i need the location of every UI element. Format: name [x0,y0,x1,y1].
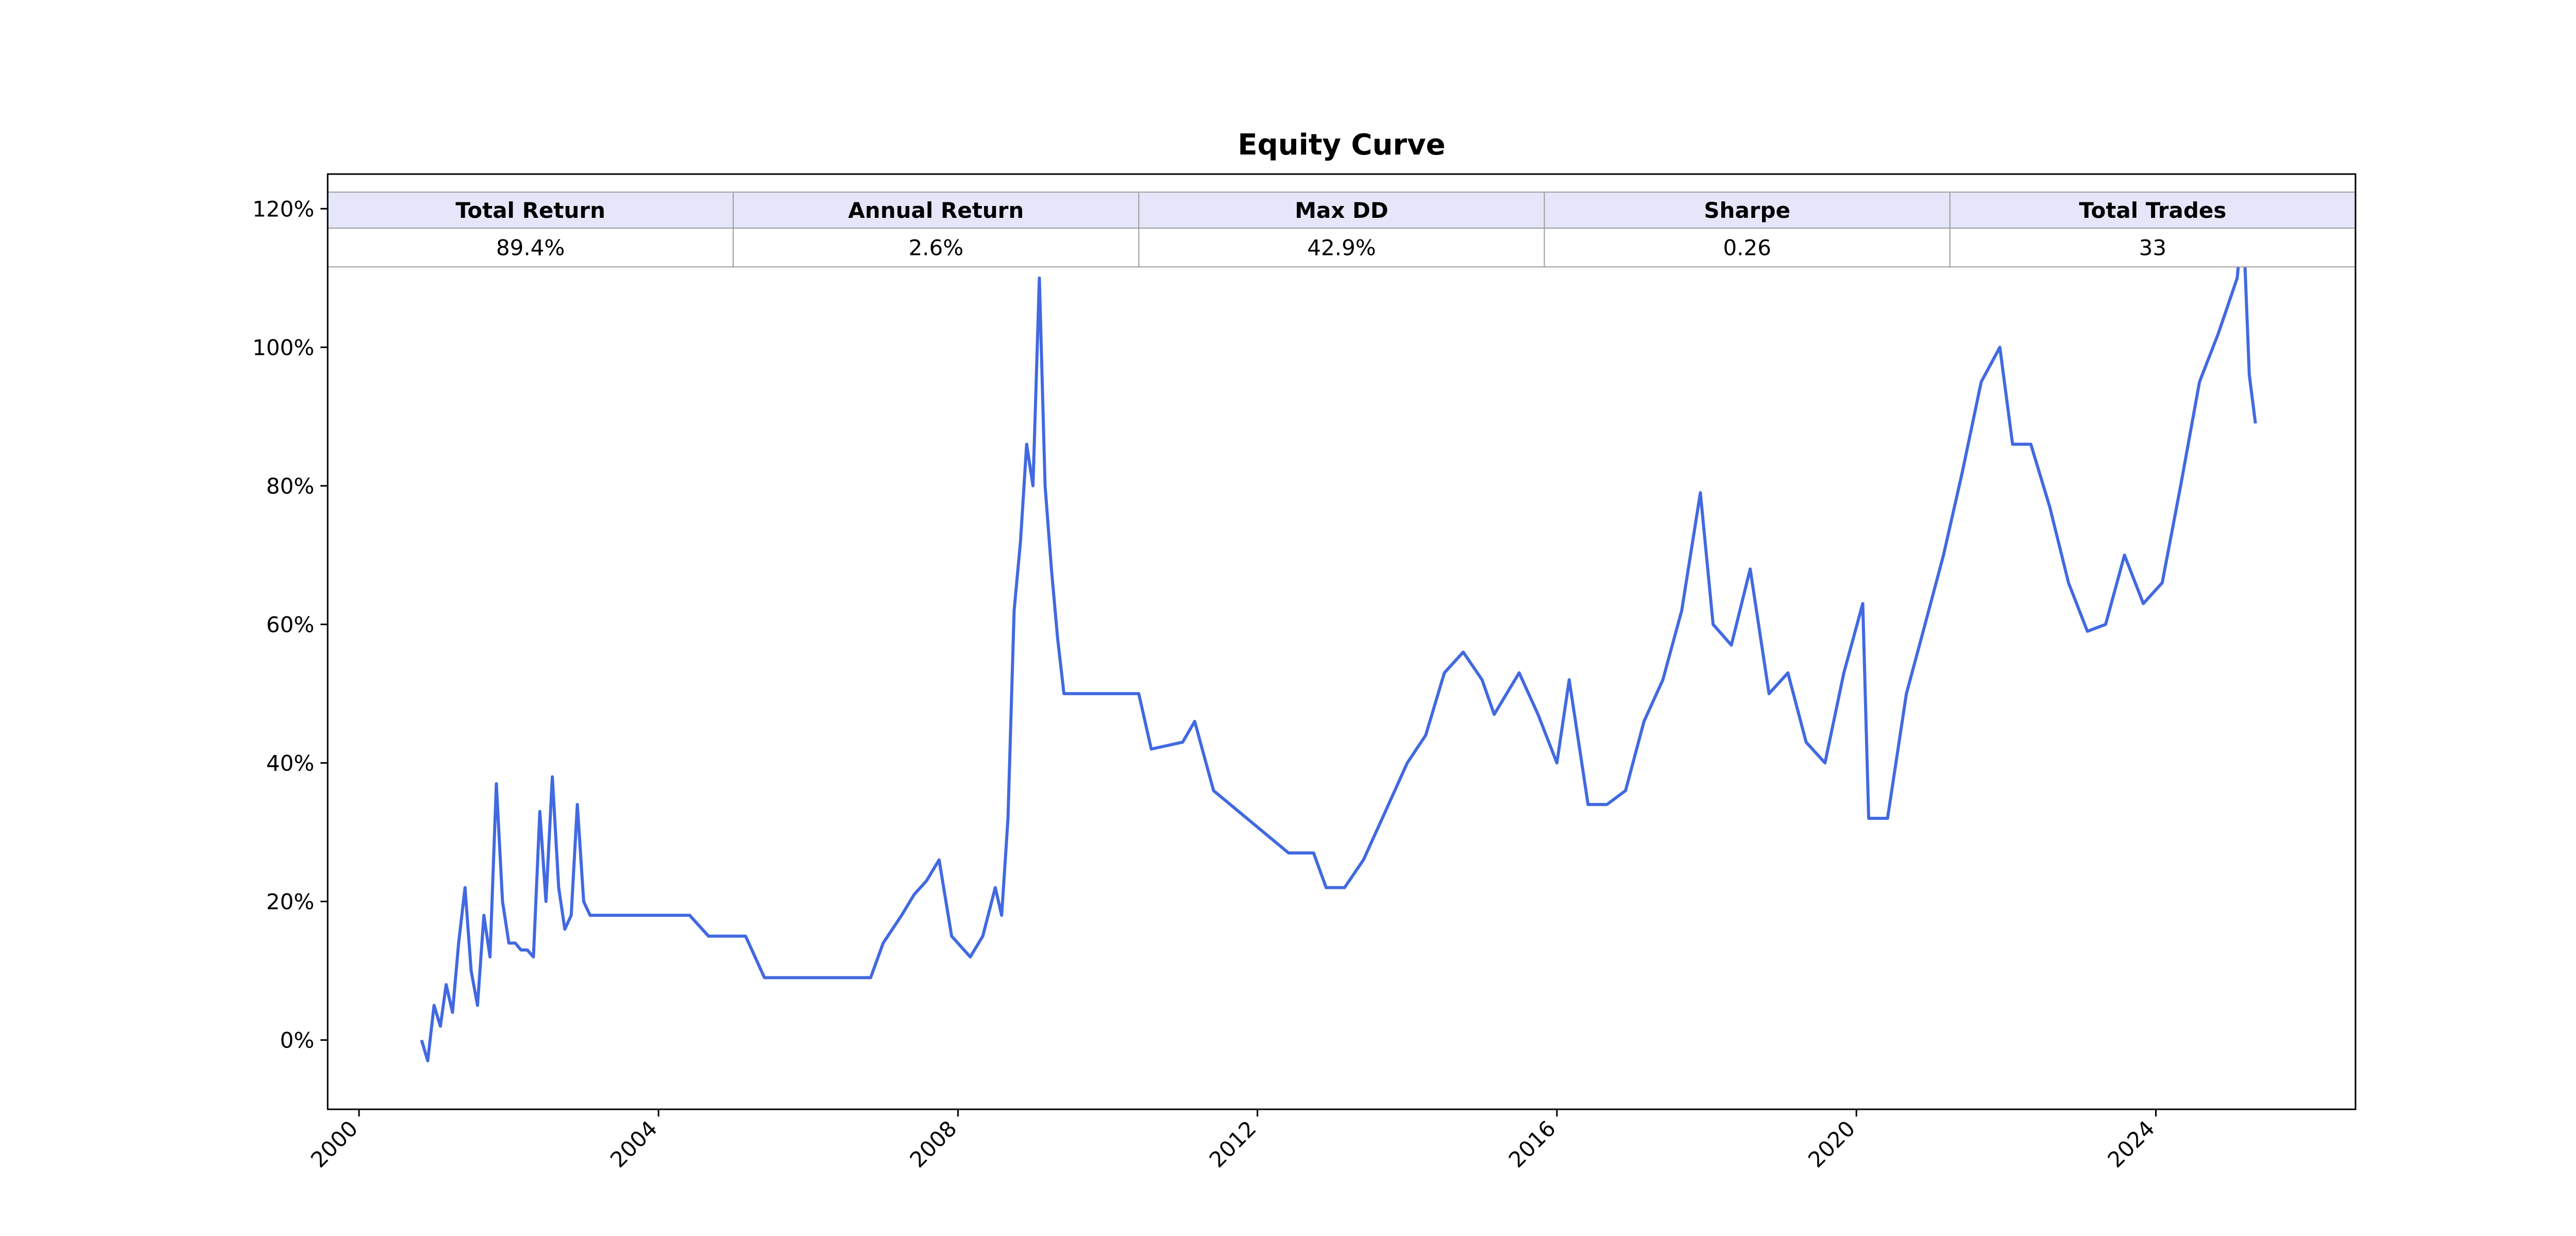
plot-frame [327,173,2357,1110]
chart-title: Equity Curve [1238,128,1445,162]
stats-value-cell [1138,227,1545,268]
x-tick-label: 2008 [905,1115,961,1172]
stats-header-label: Total Return [455,198,605,223]
y-tick-label: 60% [266,612,314,637]
stats-value: 2.6% [908,235,963,261]
x-tick-label: 2012 [1205,1115,1261,1172]
stats-header-label: Max DD [1295,198,1388,223]
y-tick-label: 40% [266,750,314,776]
x-tick-label: 2000 [306,1115,363,1172]
stats-table: Total Return 89.4% Annual Return 2.6% Max DD… [327,191,2357,268]
stats-header-cell [1949,191,2357,229]
stats-value: 33 [2139,235,2166,261]
stats-value-cell [1544,227,1951,268]
stats-value: 42.9% [1307,235,1376,261]
stats-value: 0.26 [1723,235,1771,261]
stats-value: 89.4% [496,235,565,261]
stats-header-label: Annual Return [848,198,1024,223]
y-tick-label: 80% [266,473,314,499]
x-tick-label: 2020 [1803,1115,1860,1172]
stats-header-label: Total Trades [2079,198,2226,223]
y-tick-label: 100% [252,335,314,360]
axes: 2000 2004 2008 2012 2016 2020 2024 0% 20% 40% 60% 8… [252,196,2160,1172]
stats-value-cell [1949,227,2357,268]
equity-line-0 [420,214,2257,1062]
y-tick-label: 20% [266,889,314,914]
stats-header-label: Sharpe [1704,198,1790,223]
x-tick-label: 2024 [2103,1115,2159,1172]
y-tick-label: 0% [280,1027,314,1053]
plot-area [420,214,2257,1062]
y-tick-label: 120% [252,196,314,221]
x-tick-label: 2016 [1504,1115,1561,1172]
stats-header-cell [1544,191,1951,229]
stats-header-cell [733,191,1140,229]
x-tick-label: 2004 [605,1115,662,1172]
